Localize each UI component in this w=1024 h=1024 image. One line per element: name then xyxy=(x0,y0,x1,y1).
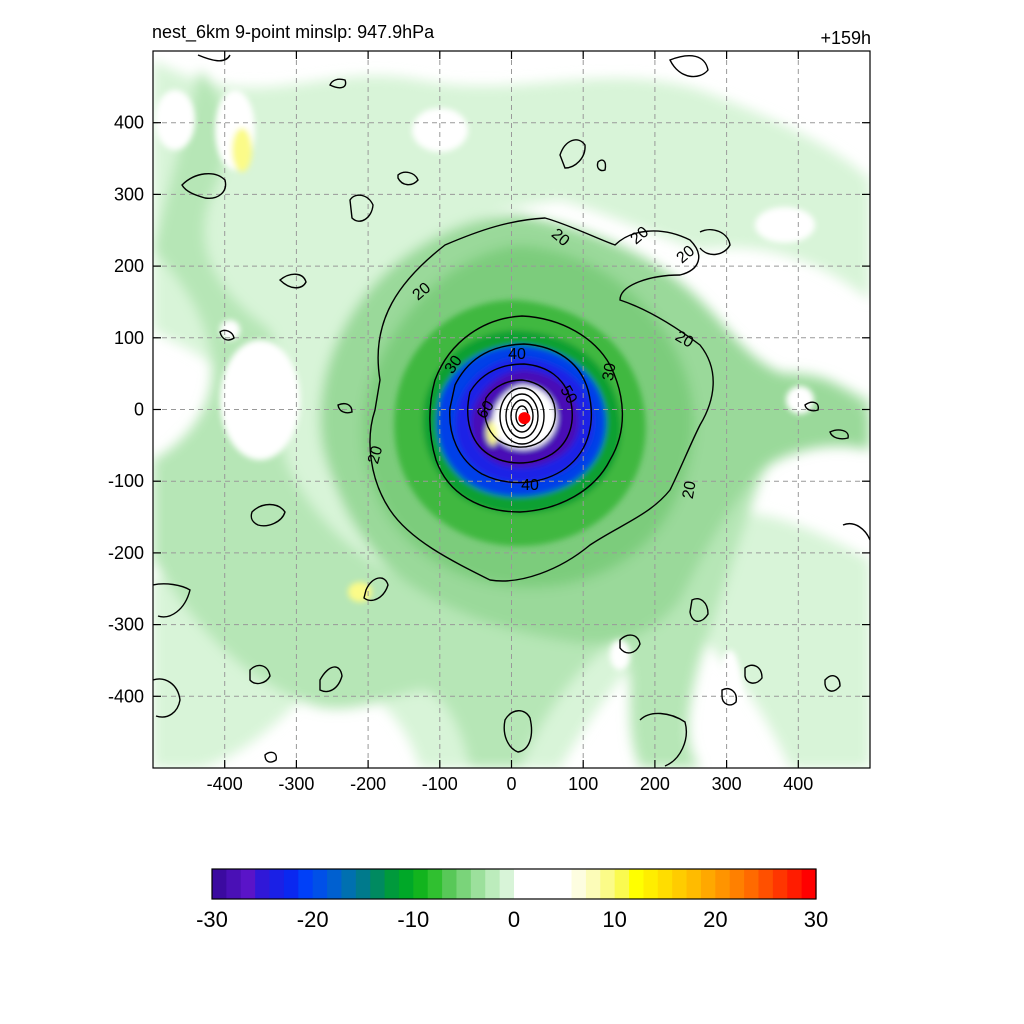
colorbar-swatch xyxy=(327,869,343,899)
x-tick-label: -200 xyxy=(350,774,386,794)
colorbar-swatch xyxy=(744,869,760,899)
storm-center-marker xyxy=(518,412,531,425)
colorbar-swatch xyxy=(355,869,371,899)
x-axis: -400 -300 -200 -100 0 100 200 300 400 xyxy=(207,51,813,794)
colorbar-swatch xyxy=(629,869,645,899)
x-tick-label: 300 xyxy=(712,774,742,794)
colorbar-swatch xyxy=(485,869,501,899)
y-tick-label: 200 xyxy=(114,256,144,276)
colorbar-swatch xyxy=(413,869,429,899)
colorbar-swatch xyxy=(255,869,271,899)
colorbar-swatch xyxy=(715,869,731,899)
x-tick-label: 400 xyxy=(783,774,813,794)
colorbar-swatch xyxy=(801,869,817,899)
colorbar-swatch xyxy=(585,869,601,899)
colorbar-swatch xyxy=(456,869,472,899)
chart-title: nest_6km 9-point minslp: 947.9hPa xyxy=(152,22,435,42)
colorbar-swatch xyxy=(557,869,573,899)
colorbar-tick-label: -30 xyxy=(196,907,228,932)
contour-30 xyxy=(429,315,624,513)
colorbar-tick-label: 0 xyxy=(508,907,520,932)
colorbar-swatch xyxy=(571,869,587,899)
colorbar-swatch xyxy=(398,869,414,899)
y-tick-label: -200 xyxy=(108,543,144,563)
colorbar-frame xyxy=(211,868,817,900)
x-tick-label: -300 xyxy=(278,774,314,794)
contour-label: 20 xyxy=(680,480,700,501)
contour-label: 30 xyxy=(600,362,620,383)
colorbar-swatch xyxy=(614,869,630,899)
colorbar-swatch xyxy=(226,869,242,899)
grid-lines xyxy=(153,51,870,768)
contour-label: 40 xyxy=(508,346,526,363)
colorbar-swatch xyxy=(212,869,227,899)
colorbar-tick-label: 10 xyxy=(602,907,626,932)
x-tick-label: 0 xyxy=(506,774,516,794)
y-axis: 400 300 200 100 0 -100 -200 -300 -400 xyxy=(108,113,870,706)
contour-label: 50 xyxy=(556,383,580,407)
colorbar-swatch xyxy=(442,869,458,899)
colorbar-swatch xyxy=(514,869,529,899)
contour-label: 20 xyxy=(672,328,696,352)
colorbar-swatch xyxy=(700,869,716,899)
colorbar-swatch xyxy=(298,869,314,899)
contour-50 xyxy=(467,363,573,464)
colorbar-swatch xyxy=(312,869,328,899)
colorbar-swatch xyxy=(787,869,803,899)
colorbar-swatch xyxy=(240,869,256,899)
contour-40 xyxy=(449,343,593,484)
colorbar-swatch xyxy=(686,869,702,899)
y-tick-label: -300 xyxy=(108,615,144,635)
y-tick-label: 300 xyxy=(114,184,144,204)
colorbar-swatch xyxy=(341,869,357,899)
colorbar-swatch xyxy=(427,869,443,899)
colorbar-tick-label: -10 xyxy=(397,907,429,932)
contour-lines xyxy=(153,54,870,767)
contour-label: 20 xyxy=(365,444,386,466)
colorbar-tick-label: -20 xyxy=(297,907,329,932)
y-tick-label: -400 xyxy=(108,686,144,706)
colorbar-swatch xyxy=(283,869,299,899)
x-tick-label: -100 xyxy=(422,774,458,794)
colorbar xyxy=(211,868,817,900)
contour-60 xyxy=(483,379,556,448)
colorbar-swatch xyxy=(542,869,558,899)
colorbar-swatch xyxy=(600,869,616,899)
colorbar-swatch xyxy=(528,869,544,899)
x-tick-label: 200 xyxy=(640,774,670,794)
colorbar-tick-label: 20 xyxy=(703,907,727,932)
colorbar-swatch xyxy=(370,869,386,899)
colorbar-tick-labels: -30 -20 -10 0 10 20 30 xyxy=(196,907,828,932)
contour-20-outer xyxy=(369,217,714,582)
colorbar-swatch xyxy=(772,869,788,899)
colorbar-tick-label: 30 xyxy=(804,907,828,932)
x-tick-label: -400 xyxy=(207,774,243,794)
colorbar-swatch xyxy=(729,869,745,899)
y-tick-label: -100 xyxy=(108,471,144,491)
forecast-hour-label: +159h xyxy=(820,28,871,48)
y-tick-label: 100 xyxy=(114,328,144,348)
y-tick-label: 0 xyxy=(134,400,144,420)
colorbar-swatch xyxy=(758,869,774,899)
y-tick-label: 400 xyxy=(114,113,144,133)
colorbar-swatch xyxy=(672,869,688,899)
colorbar-swatch xyxy=(643,869,659,899)
colorbar-swatch xyxy=(384,869,400,899)
colorbar-swatch xyxy=(657,869,673,899)
colorbar-swatch xyxy=(269,869,285,899)
colorbar-swatch xyxy=(499,869,515,899)
colorbar-swatch xyxy=(470,869,486,899)
contour-label: 40 xyxy=(521,477,539,494)
x-tick-label: 100 xyxy=(568,774,598,794)
